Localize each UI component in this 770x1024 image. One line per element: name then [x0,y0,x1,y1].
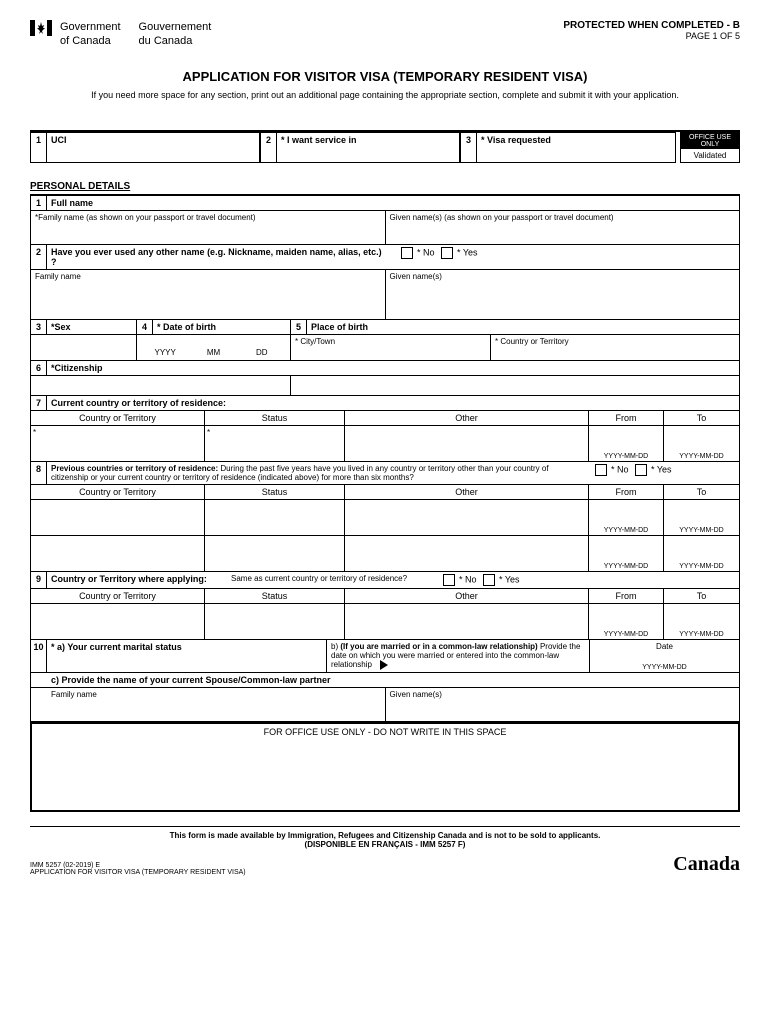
title-block: APPLICATION FOR VISITOR VISA (TEMPORARY … [30,69,740,100]
field-number: 1 [31,133,47,162]
q8-yes-checkbox[interactable] [635,464,647,476]
q2-label: Have you ever used any other name (e.g. … [47,245,393,269]
city-town-label: * City/Town [291,335,490,348]
page-number: PAGE 1 OF 5 [563,31,740,41]
form-subtitle: If you need more space for any section, … [30,90,740,100]
no-checkbox[interactable] [401,247,413,259]
q2-family-label: Family name [31,270,385,283]
uci-label: UCI [47,133,71,162]
q10c-family: Family name [31,688,385,701]
dob-label: * Date of birth [153,320,291,334]
form-id-2: APPLICATION FOR VISITOR VISA (TEMPORARY … [30,869,246,876]
field-number: 1 [31,196,47,210]
field-number: 9 [31,572,47,588]
canada-flag-icon [30,20,52,36]
page-header: Government of Canada Gouvernement du Can… [30,20,740,49]
prev-residence-row: YYYY-MM-DD YYYY-MM-DD [30,500,740,536]
pob-label: Place of birth [307,320,739,334]
service-label: * I want service in [277,133,361,162]
q1-label: Full name [47,196,97,210]
prev-residence-row: YYYY-MM-DD YYYY-MM-DD [30,536,740,572]
applying-row: YYYY-MM-DD YYYY-MM-DD [30,604,740,640]
bottom-row: IMM 5257 (02-2019) E APPLICATION FOR VIS… [30,853,740,876]
residence-row: * * YYYY-MM-DD YYYY-MM-DD [30,426,740,462]
dd-hint: DD [238,348,286,357]
col-to: To [664,411,739,425]
validated-label: Validated [681,149,739,162]
office-only-text: FOR OFFICE USE ONLY - DO NOT WRITE IN TH… [264,727,507,737]
gov-fr-line1: Gouvernement [139,20,212,34]
q8-label: Previous countries or territory of resid… [51,464,218,473]
q2-given-label: Given name(s) [386,270,740,283]
canada-wordmark: Canada [673,853,740,876]
personal-details-table: 1 Full name *Family name (as shown on yo… [30,194,740,722]
col-status: Status [205,411,345,425]
form-title: APPLICATION FOR VISITOR VISA (TEMPORARY … [30,69,740,84]
no-label: * No [417,247,435,257]
q10a-label: * a) Your current marital status [47,640,327,672]
top-fields-row: 1 UCI 2 * I want service in 3 * Visa req… [30,130,740,163]
yyyy-hint: YYYY [141,348,189,357]
visa-label: * Visa requested [477,133,555,162]
gov-fr-line2: du Canada [139,34,212,48]
q7-label: Current country or territory of residenc… [47,396,230,410]
field-number: 4 [137,320,153,334]
q9-text: Same as current country or territory of … [227,572,437,588]
government-logo: Government of Canada Gouvernement du Can… [30,20,211,49]
field-number: 3 [461,133,477,162]
col-from: From [589,411,664,425]
country-territory-label: * Country or Territory [491,335,739,348]
field-number: 3 [31,320,47,334]
citizenship-label: *Citizenship [47,361,107,375]
q10c-label: c) Provide the name of your current Spou… [47,673,335,687]
footer-line2: (DISPONIBLE EN FRANÇAIS - IMM 5257 F) [30,840,740,849]
form-id-1: IMM 5257 (02-2019) E [30,862,246,869]
mm-hint: MM [189,348,237,357]
field-number: 10 [31,640,47,672]
q9-label: Country or Territory where applying: [47,572,227,588]
q10c-given: Given name(s) [386,688,740,701]
footer-line1: This form is made available by Immigrati… [30,831,740,840]
q10b-bold: (If you are married or in a common-law r… [340,642,537,651]
date-label: Date [590,640,739,653]
gov-en-line2: of Canada [60,34,121,48]
col-other: Other [345,411,589,425]
office-use-box: OFFICE USE ONLY Validated [680,132,740,163]
q9-yes-checkbox[interactable] [483,574,495,586]
field-number: 7 [31,396,47,410]
personal-details-header: PERSONAL DETAILS [30,181,740,192]
given-name-label: Given name(s) (as shown on your passport… [386,211,740,224]
field-number: 2 [31,245,47,269]
field-number: 8 [31,462,47,484]
field-number: 6 [31,361,47,375]
field-number: 5 [291,320,307,334]
protected-label: PROTECTED WHEN COMPLETED - B [563,20,740,31]
col-country: Country or Territory [31,411,205,425]
office-use-label: OFFICE USE ONLY [681,133,739,149]
field-number: 2 [261,133,277,162]
yes-checkbox[interactable] [441,247,453,259]
q9-no-checkbox[interactable] [443,574,455,586]
arrow-icon [380,660,388,670]
q8-no-checkbox[interactable] [595,464,607,476]
footer-text: This form is made available by Immigrati… [30,826,740,849]
sex-label: *Sex [47,320,137,334]
family-name-label: *Family name (as shown on your passport … [31,211,385,224]
gov-en-line1: Government [60,20,121,34]
office-use-area: FOR OFFICE USE ONLY - DO NOT WRITE IN TH… [30,722,740,812]
yes-label: * Yes [457,247,478,257]
